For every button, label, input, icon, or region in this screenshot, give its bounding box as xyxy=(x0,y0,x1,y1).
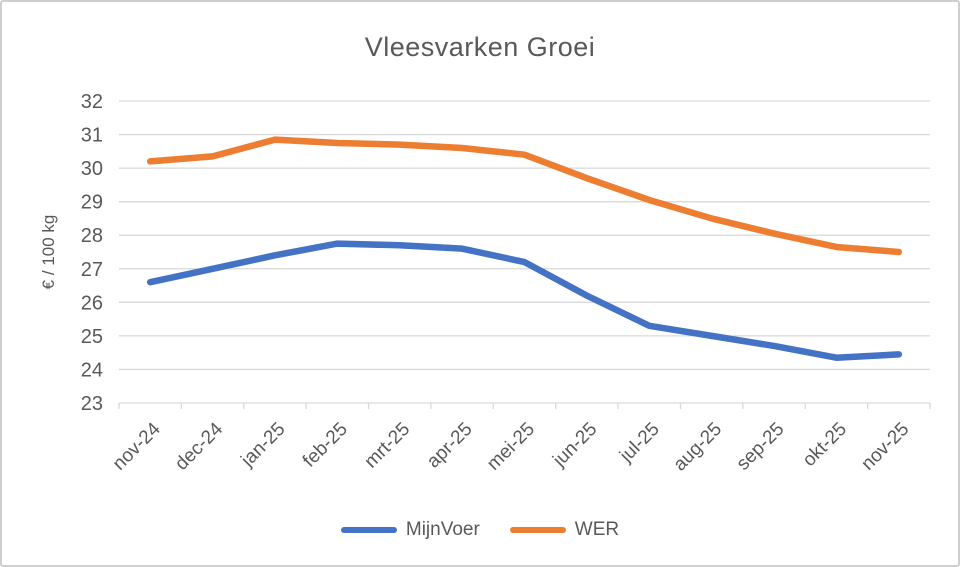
x-tick-label: feb-25 xyxy=(299,419,352,472)
x-tick-label: jun-25 xyxy=(549,419,602,472)
x-tick-label: nov-25 xyxy=(857,419,913,475)
y-tick-label: 25 xyxy=(81,326,103,348)
legend-item-mijnvoer: MijnVoer xyxy=(340,519,480,541)
x-tick-label: okt-25 xyxy=(799,419,851,471)
x-tick-label: nov-24 xyxy=(109,418,165,474)
series-line-mijnvoer xyxy=(146,240,903,361)
series-line-wer xyxy=(146,136,903,256)
x-tick-label: jan-25 xyxy=(237,419,290,472)
y-tick-label: 32 xyxy=(81,91,103,113)
chart-title: Vleesvarken Groei xyxy=(364,32,596,62)
y-tick-label: 29 xyxy=(81,192,103,214)
y-tick-label: 24 xyxy=(81,359,103,381)
x-tick-label: aug-25 xyxy=(669,419,726,476)
x-tick-label: mrt-25 xyxy=(361,419,415,473)
x-tick-label: sep-25 xyxy=(733,419,789,475)
y-tick-label: 31 xyxy=(81,125,103,147)
legend-label-wer: WER xyxy=(574,519,620,540)
y-tick-label: 27 xyxy=(81,259,103,281)
legend-label-mijnvoer: MijnVoer xyxy=(405,519,480,540)
x-tick-label: apr-25 xyxy=(423,419,477,473)
y-tick-label: 30 xyxy=(81,158,103,180)
x-tick-label: mei-25 xyxy=(483,419,539,475)
legend-item-wer: WER xyxy=(509,519,620,541)
mijnvoer-line-swatch-icon xyxy=(340,527,397,533)
y-tick-label: 23 xyxy=(81,393,103,415)
x-tick-label: dec-24 xyxy=(171,418,227,474)
wer-line-swatch-icon xyxy=(509,527,566,533)
x-tick-label: jul-25 xyxy=(615,419,663,467)
chart-legend: MijnVoer WER xyxy=(2,519,958,541)
y-tick-label: 26 xyxy=(81,292,103,314)
y-tick-label: 28 xyxy=(81,225,103,247)
